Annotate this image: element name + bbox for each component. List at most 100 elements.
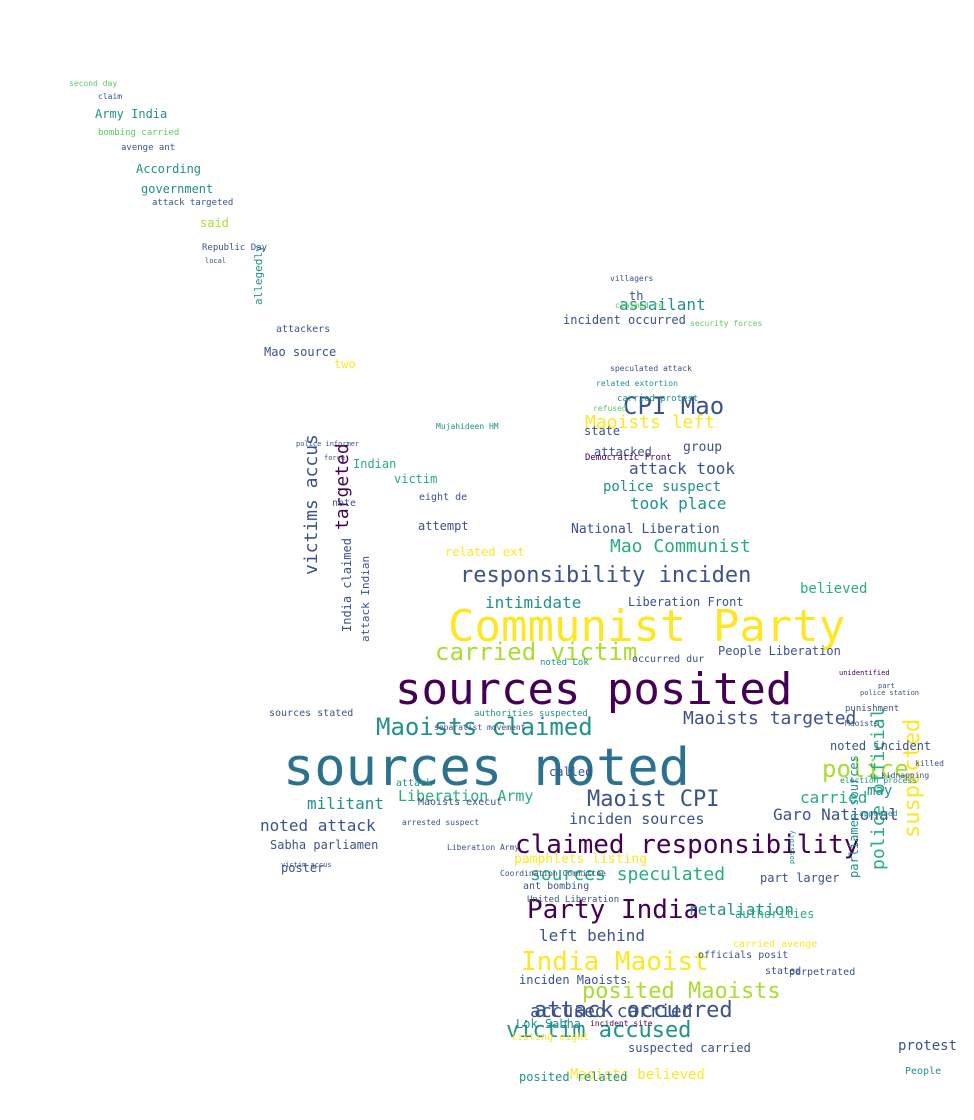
word-cloud-term: attack Indian: [359, 555, 372, 642]
word-cloud-term: Liberation Army: [447, 843, 520, 852]
word-cloud-term: victim accused: [506, 1018, 692, 1043]
word-cloud-term: speculated attack: [610, 364, 692, 373]
word-cloud-term: suspected carried: [628, 1041, 751, 1055]
word-cloud-term: local: [205, 257, 227, 265]
word-cloud-term: attack occurred: [534, 998, 733, 1023]
word-cloud-term: noted incident: [830, 739, 932, 753]
word-cloud-term: attack: [396, 778, 433, 789]
word-cloud-term: Republic Day: [202, 243, 268, 253]
word-cloud-term: retaliation: [688, 900, 794, 919]
word-cloud-term: police: [822, 755, 909, 783]
word-cloud-term: People Liberation: [718, 644, 841, 658]
word-cloud-term: carried protest: [617, 394, 699, 404]
word-cloud-term: sources stated: [269, 708, 354, 719]
word-cloud-term: attacked: [594, 445, 652, 459]
word-cloud-term: believed: [800, 581, 868, 597]
word-cloud-term: claimed responsibility: [515, 830, 860, 860]
word-cloud-term: pamphlets listing: [514, 852, 648, 867]
word-cloud-term: police station: [860, 689, 920, 697]
word-cloud-term: Communist Party: [448, 601, 846, 652]
word-cloud-term: related ext: [445, 545, 525, 559]
word-cloud-term: bombing carried: [98, 128, 180, 138]
word-cloud-term: CPI Mao: [623, 392, 725, 420]
word-cloud-term: attack took: [629, 459, 735, 478]
word-cloud-term: Maoists believed: [570, 1067, 705, 1083]
word-cloud-term: security forces: [690, 319, 763, 328]
word-cloud-term: Maoists targeted: [683, 708, 857, 729]
word-cloud-term: Liberation Army: [398, 787, 534, 805]
word-cloud-term: refused: [593, 404, 627, 413]
word-cloud-term: kidnapping: [881, 771, 930, 780]
word-cloud-term: Party India: [527, 895, 700, 925]
word-cloud-term: stated: [765, 966, 802, 977]
word-cloud-term: Garo National: [773, 805, 899, 824]
word-cloud-term: Democratic Front: [585, 453, 672, 463]
word-cloud-term: election process: [840, 776, 918, 785]
word-cloud-term: sources noted: [283, 738, 690, 798]
word-cloud-term: took place: [630, 494, 727, 513]
word-cloud-term: victim: [394, 472, 438, 486]
word-cloud-term: accused carried: [530, 1001, 693, 1022]
word-cloud-term: Maoists claimed: [376, 713, 593, 741]
word-cloud-term: authorities: [735, 907, 815, 921]
word-cloud-term: Mao Communist: [610, 536, 751, 557]
word-cloud-term: victims accus: [301, 434, 322, 575]
word-cloud-term: Lok Sabha: [516, 1017, 582, 1031]
word-cloud-term: Sabha parliamen: [270, 838, 379, 852]
word-cloud-term: posited Maoists: [582, 979, 781, 1004]
word-cloud-term: carried avenge: [733, 939, 818, 950]
word-cloud-term: allegedly: [252, 245, 265, 305]
word-cloud-term: Liberation Front: [628, 595, 744, 609]
word-cloud-term: incident site: [590, 1019, 653, 1028]
word-cloud-term: avenge ant: [121, 143, 176, 153]
word-cloud-term: inciden sources: [569, 810, 705, 828]
word-cloud-term: Maoists left: [585, 412, 716, 433]
word-cloud-term: officials posit: [698, 950, 789, 961]
word-cloud-term: part: [878, 682, 895, 690]
word-cloud-term: India claimed: [340, 538, 354, 632]
word-cloud-term: Coordination Committee: [500, 869, 606, 878]
word-cloud-term: said: [200, 216, 229, 230]
word-cloud-term: ant bombing: [523, 881, 590, 892]
word-cloud-term: inciden Maoists: [519, 973, 628, 987]
word-cloud-term: India Maoist: [521, 947, 709, 977]
word-cloud-term: incident occurred: [563, 313, 686, 327]
word-cloud-term: carried: [800, 788, 868, 807]
word-cloud-term: punishment: [845, 704, 900, 714]
word-cloud-term: two: [334, 357, 356, 371]
word-cloud-term: sources speculated: [530, 864, 726, 885]
word-cloud-term: unidentified: [839, 669, 890, 677]
word-cloud-term: claim: [98, 92, 123, 101]
word-cloud-term: force: [324, 454, 346, 462]
word-cloud-term: separatist movement: [434, 723, 526, 732]
word-cloud-term: United Liberation: [527, 895, 620, 905]
word-cloud-term: police informer: [296, 440, 360, 448]
word-cloud-term: state: [584, 424, 621, 438]
word-cloud-term: Indian: [353, 457, 397, 471]
word-cloud-term: government: [141, 182, 214, 196]
word-cloud-term: posited related: [519, 1070, 628, 1084]
word-cloud-term: perpetrated: [789, 967, 856, 978]
word-cloud-term: Mujahideen HM: [436, 422, 499, 431]
word-cloud-term: authorities suspected: [474, 709, 588, 719]
word-cloud-term: According: [136, 162, 202, 176]
word-cloud-term: occurred dur: [632, 654, 705, 665]
word-cloud-term: Maoist CPI: [587, 787, 720, 812]
word-cloud-term: National Liberation: [571, 522, 720, 537]
word-cloud-term: appeared: [859, 809, 898, 818]
word-cloud-term: possibly: [788, 830, 796, 864]
word-cloud-term: arrested suspect: [402, 818, 480, 827]
word-cloud-term: villagers: [610, 274, 654, 283]
word-cloud-term: related extortion: [596, 379, 678, 388]
word-cloud-term: note: [332, 498, 357, 509]
word-cloud-term: intimidate: [485, 593, 582, 612]
word-cloud-term: responsibility inciden: [460, 563, 752, 588]
word-cloud-term: assailant: [619, 295, 706, 314]
word-cloud-term: victim accus: [281, 861, 332, 869]
word-cloud-term: Army India: [95, 107, 168, 121]
word-cloud-term: listing eight: [511, 1032, 590, 1043]
word-cloud-term: eight de: [419, 492, 468, 503]
word-cloud-term: group: [683, 440, 723, 455]
word-cloud-term: protest: [898, 1038, 958, 1054]
